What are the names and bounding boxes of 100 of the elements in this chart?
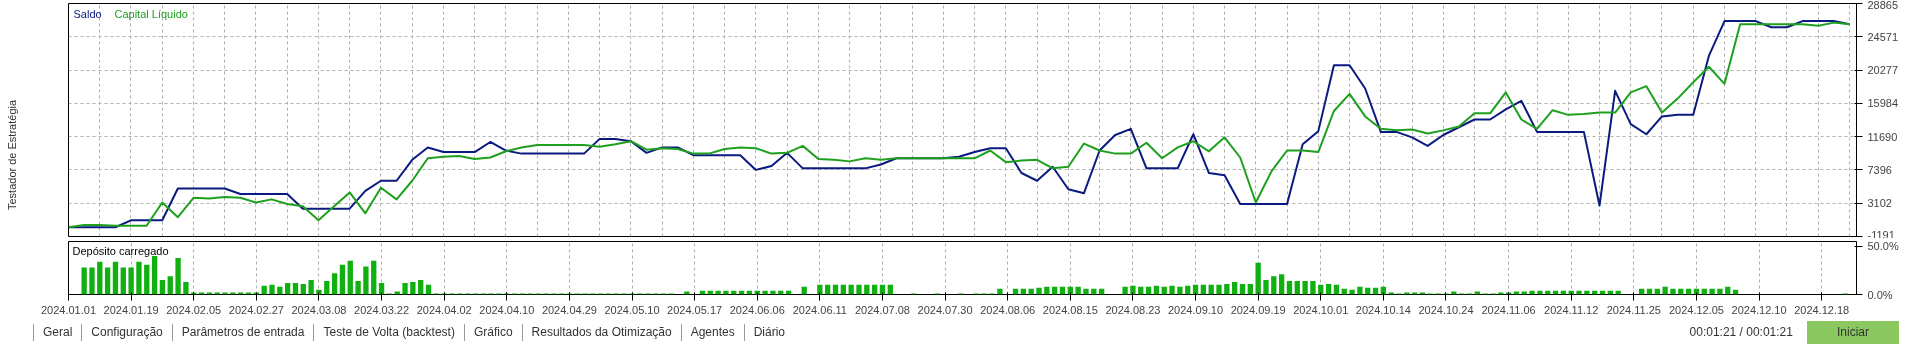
bar xyxy=(112,261,119,295)
bar xyxy=(817,284,823,295)
bar xyxy=(418,280,424,295)
x-tick-label: 2024.03.22 xyxy=(354,303,410,316)
bar xyxy=(1717,288,1723,295)
y-tick-label: -1191 xyxy=(1867,228,1895,241)
x-tick-label: 2024.08.23 xyxy=(1105,303,1161,316)
x-tick-label: 2024.05.10 xyxy=(604,303,660,316)
x-tick-label: 2024.08.06 xyxy=(980,303,1036,316)
x-tick-label: 2024.09.10 xyxy=(1168,303,1224,316)
x-tick-label: 2024.03.08 xyxy=(291,303,347,316)
x-tick-label: 2024.01.19 xyxy=(103,303,159,316)
bar xyxy=(331,273,338,295)
x-tick-label: 2024.07.08 xyxy=(854,303,911,316)
bar xyxy=(1224,283,1230,295)
bar xyxy=(371,260,377,295)
x-tick-label: 2024.04.02 xyxy=(416,303,472,316)
bar xyxy=(339,264,346,295)
bar xyxy=(1302,281,1308,295)
x-tick-label: 2024.01.01 xyxy=(40,303,97,316)
bar xyxy=(269,284,275,295)
bar xyxy=(104,267,111,295)
bar xyxy=(1670,288,1676,295)
text: Agentes xyxy=(680,324,744,342)
bar xyxy=(128,267,134,295)
bar xyxy=(347,260,353,295)
text: Testador de Estratégia xyxy=(5,98,19,213)
text: Diário xyxy=(743,324,795,342)
bar xyxy=(997,288,1003,295)
bar xyxy=(81,267,87,295)
text: Gráfico xyxy=(463,324,522,342)
x-tick-label: 2024.12.18 xyxy=(1794,303,1850,316)
x-tick-label: 2024.04.29 xyxy=(541,303,597,316)
bar xyxy=(1177,286,1183,295)
chart-title: Depósito carregado xyxy=(72,244,169,257)
bar xyxy=(1349,289,1355,295)
x-tick-label: 2024.09.19 xyxy=(1230,303,1286,316)
bar xyxy=(120,267,126,295)
text: Parâmetros de entrada xyxy=(171,324,314,342)
bar xyxy=(144,264,150,295)
text: 00:01:21 / 00:01:21 xyxy=(1689,324,1794,341)
y-tick-label: 7396 xyxy=(1867,163,1892,176)
bar xyxy=(1662,286,1668,295)
bar xyxy=(1263,280,1269,295)
y-tick-label: 24571 xyxy=(1867,30,1899,43)
bar xyxy=(97,261,103,295)
x-tick-label: 2024.05.17 xyxy=(667,303,723,316)
y-tick-label: 15984 xyxy=(1867,97,1899,110)
x-tick-label: 2024.10.01 xyxy=(1293,303,1349,316)
x-tick-label: 2024.11.12 xyxy=(1544,303,1599,316)
text: Saldo xyxy=(73,7,102,20)
x-tick-label: 2024.06.11 xyxy=(792,303,847,316)
y-tick-label: 28865 xyxy=(1867,0,1899,11)
bar xyxy=(1278,274,1285,295)
bar xyxy=(1036,287,1042,295)
bar xyxy=(1169,285,1175,295)
bar xyxy=(363,266,369,295)
bar xyxy=(1083,288,1089,295)
bar xyxy=(308,280,314,295)
bar xyxy=(136,261,142,295)
x-tick-label: 2024.04.10 xyxy=(479,303,535,316)
x-tick-label: 2024.11.25 xyxy=(1606,303,1661,316)
x-tick-label: 2024.11.06 xyxy=(1481,303,1536,316)
x-tick-label: 2024.02.27 xyxy=(228,303,284,316)
text: Geral xyxy=(33,324,82,342)
x-tick-label: 2024.02.05 xyxy=(166,303,222,316)
bar xyxy=(410,281,416,295)
x-tick-label: 2024.10.24 xyxy=(1418,303,1474,316)
y-tick-label: 50.0% xyxy=(1867,240,1899,253)
bar xyxy=(1709,288,1715,295)
bar xyxy=(324,281,330,295)
bar xyxy=(1122,286,1128,295)
text: Configuração xyxy=(81,324,172,342)
bar xyxy=(1271,276,1277,295)
bar xyxy=(183,281,189,295)
bar xyxy=(1130,285,1136,295)
bar xyxy=(1232,281,1238,295)
text: Resultados da Otimização xyxy=(521,324,681,342)
bar xyxy=(1286,281,1293,295)
bar xyxy=(1357,286,1363,295)
bar xyxy=(159,280,166,295)
bar xyxy=(1294,281,1300,295)
y-tick-label: 11690 xyxy=(1867,130,1898,143)
bar xyxy=(1075,286,1081,295)
x-tick-label: 2024.08.15 xyxy=(1042,303,1098,316)
x-tick-label: 2024.06.06 xyxy=(729,303,785,316)
y-tick-label: 0.0% xyxy=(1867,288,1893,301)
y-tick-label: 3102 xyxy=(1867,197,1892,210)
text: Iniciar xyxy=(1806,321,1899,345)
y-tick-label: 20277 xyxy=(1867,64,1899,77)
bar xyxy=(175,257,181,295)
text: Teste de Volta (backtest) xyxy=(313,324,464,342)
bar xyxy=(1310,281,1316,295)
bar xyxy=(402,282,408,295)
bar xyxy=(1255,262,1261,295)
bar xyxy=(355,281,361,295)
bar xyxy=(856,284,862,295)
text: Capital Líquido xyxy=(114,7,188,20)
bar xyxy=(167,276,173,295)
x-tick-label: 2024.10.14 xyxy=(1355,303,1411,316)
